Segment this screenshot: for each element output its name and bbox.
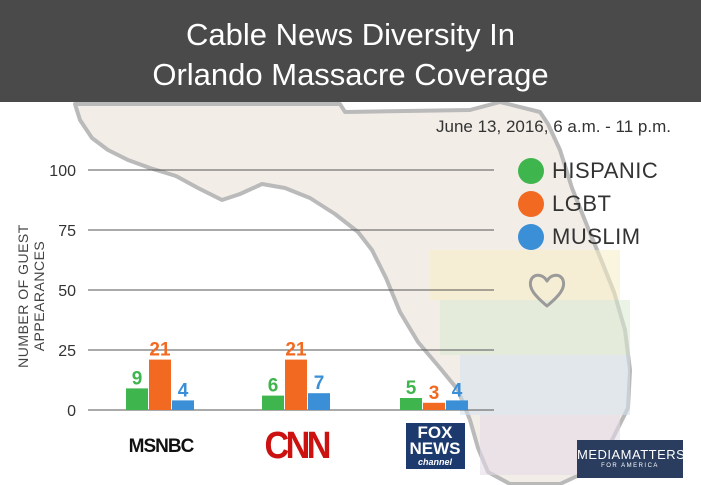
y-tick-label: 100 (49, 163, 76, 180)
media-matters-logo: MEDIAMATTERS FOR AMERICA (577, 440, 686, 478)
fox-logo-line-1: FOX (417, 423, 453, 442)
fox-logo-line-3: channel (417, 457, 452, 467)
chart-title-line-1: Cable News Diversity In (185, 17, 516, 52)
bar-hispanic-fox-news (400, 398, 422, 410)
bar-lgbt-cnn (285, 359, 307, 410)
title-bar: Cable News Diversity In Orlando Massacre… (0, 0, 701, 102)
bar-value-label: 5 (406, 378, 417, 399)
cnn-logo: CNN (255, 420, 337, 472)
media-matters-logo-line-2: FOR AMERICA (601, 463, 659, 469)
y-axis-ticks: 0 25 50 75 100 (49, 163, 76, 420)
msnbc-logo-text: MSNBC (128, 435, 195, 457)
bar-muslim-msnbc (172, 400, 194, 410)
legend-item-muslim: MUSLIM (518, 222, 641, 252)
fox-logo-line-2: NEWS (409, 439, 461, 458)
bar-value-label: 3 (429, 383, 440, 404)
bar-muslim-fox-news (446, 400, 468, 410)
bar-value-label: 4 (452, 380, 463, 401)
bar-hispanic-msnbc (126, 388, 148, 410)
media-matters-logo-line-1: MEDIAMATTERS (577, 447, 686, 462)
chart-subtitle: June 13, 2016, 6 a.m. - 11 p.m. (436, 117, 671, 136)
legend-item-hispanic: HISPANIC (518, 156, 658, 186)
bar-value-label: 21 (285, 340, 307, 361)
bars (126, 359, 468, 410)
bar-lgbt-msnbc (149, 359, 171, 410)
map-band-blue (460, 355, 630, 415)
y-tick-label: 75 (58, 223, 76, 240)
bar-muslim-cnn (308, 393, 330, 410)
y-tick-label: 25 (58, 343, 76, 360)
fox-news-logo-box: FOX NEWS channel (405, 423, 465, 469)
bar-value-label: 21 (149, 340, 171, 361)
heart-icon (528, 273, 566, 308)
chart-title-line-2: Orlando Massacre Coverage (152, 57, 549, 92)
legend-item-lgbt: LGBT (518, 189, 611, 219)
legend-label-lgbt: LGBT (552, 191, 612, 216)
bar-lgbt-fox-news (423, 402, 445, 410)
cnn-logo-text: CNN (264, 424, 331, 467)
legend-label-muslim: MUSLIM (552, 224, 641, 249)
bar-hispanic-cnn (262, 395, 284, 410)
legend-swatch-muslim (518, 224, 544, 250)
bar-value-label: 6 (268, 376, 279, 397)
y-tick-label: 0 (67, 403, 76, 420)
map-band-green (440, 300, 630, 355)
y-axis-label: NUMBER OF GUEST APPEARANCES (15, 224, 47, 368)
legend-label-hispanic: HISPANIC (552, 158, 659, 183)
legend-swatch-lgbt (518, 191, 544, 217)
bar-value-label: 9 (132, 368, 143, 389)
map-band-yellow (430, 250, 620, 300)
bar-value-label: 7 (314, 373, 325, 394)
fox-news-logo: FOX NEWS channel (402, 420, 468, 472)
bar-value-label: 4 (178, 380, 189, 401)
msnbc-logo: MSNBC (122, 420, 200, 472)
y-tick-label: 50 (58, 283, 76, 300)
legend-swatch-hispanic (518, 158, 544, 184)
